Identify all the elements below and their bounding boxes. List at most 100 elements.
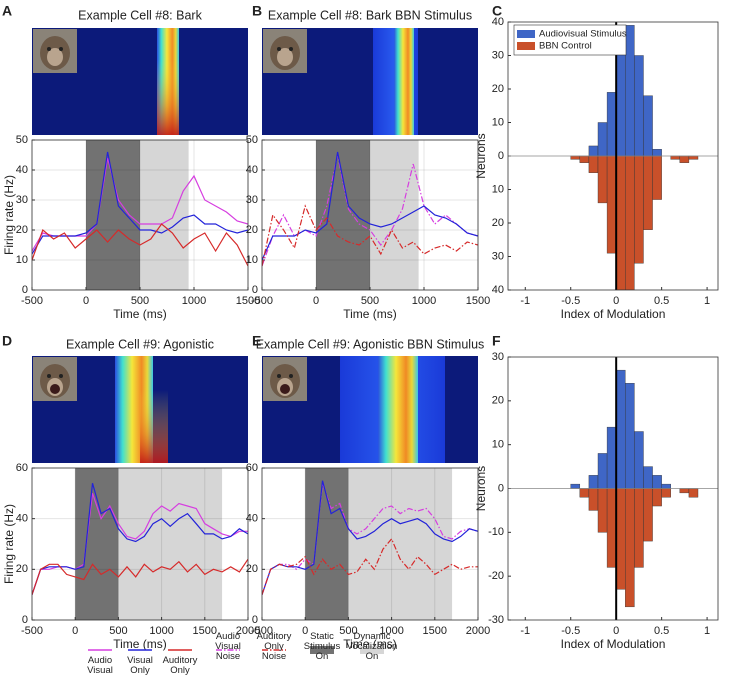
histogram-bar xyxy=(688,488,699,498)
chart: F -30 -20 -10 0 10 20 30 -1 -0.5 0 0.5 1 Index of Mod… xyxy=(474,333,719,651)
y-axis-label: Firing rate (Hz) xyxy=(2,175,16,255)
legend-swatch xyxy=(517,30,535,38)
legend-label: Static Stimulus On xyxy=(304,631,341,662)
histogram-bar xyxy=(615,488,626,590)
legend-label: Audio Visual xyxy=(87,655,113,676)
x-tick-label: 500 xyxy=(361,295,379,307)
y-tick-label: 0 xyxy=(498,482,504,494)
panel-letter: A xyxy=(2,3,12,19)
x-tick-label: 0.5 xyxy=(654,625,669,637)
x-tick-label: 0 xyxy=(313,295,319,307)
histogram-bar xyxy=(606,426,617,489)
histogram-bar xyxy=(570,483,581,489)
x-tick-label: 0 xyxy=(613,295,619,307)
histogram-bar xyxy=(643,488,653,542)
legend-patch xyxy=(360,646,384,654)
histogram-bar xyxy=(606,488,617,568)
histogram-bar xyxy=(588,475,599,489)
series-line xyxy=(32,558,248,595)
x-axis-label: Time (ms) xyxy=(113,307,167,321)
legend-label: Audio Visual Noise xyxy=(215,631,241,662)
y-tick-label: 20 xyxy=(16,224,28,236)
spectrograms xyxy=(32,28,478,463)
histogram-bar xyxy=(679,155,690,163)
monkey-photo xyxy=(33,357,77,401)
x-tick-label: -500 xyxy=(21,625,43,637)
histogram-bar xyxy=(643,155,653,230)
histogram-bar xyxy=(661,483,671,489)
y-tick-label: 30 xyxy=(492,49,504,61)
histogram-bar xyxy=(588,155,599,173)
x-tick-label: 1500 xyxy=(423,625,447,637)
stimulus-shading xyxy=(305,468,349,620)
y-tick-label: 60 xyxy=(246,462,258,474)
histogram-bar xyxy=(652,475,662,489)
x-tick-label: -500 xyxy=(251,295,273,307)
y-tick-label: 40 xyxy=(492,16,504,28)
y-tick-label: 20 xyxy=(492,217,504,229)
spectrogram-band xyxy=(140,390,168,463)
y-tick-label: 30 xyxy=(492,250,504,262)
histogram-bar xyxy=(588,145,599,157)
monkey-photos xyxy=(33,29,307,401)
x-axis-label: Index of Modulation xyxy=(561,307,666,321)
y-tick-label: 30 xyxy=(246,194,258,206)
plot-frame xyxy=(261,467,479,621)
y-axis-label: Neurons xyxy=(474,466,488,511)
y-tick-label: -10 xyxy=(488,526,504,538)
legend-label: Auditory Only xyxy=(163,655,198,676)
x-tick-label: 0 xyxy=(72,625,78,637)
histogram-bar xyxy=(606,92,617,157)
y-tick-label: 20 xyxy=(492,395,504,407)
histogram-bar xyxy=(606,155,617,254)
panel-letter: C xyxy=(492,3,502,19)
y-axis-label: Firing rate (Hz) xyxy=(2,504,16,584)
histogram-bar xyxy=(634,488,644,568)
legend: Audio Visual Visual Only Auditory Only Audio Vi… xyxy=(87,631,397,676)
y-tick-label: 50 xyxy=(246,134,258,146)
stimulus-shading xyxy=(316,140,370,290)
x-tick-label: -1 xyxy=(520,625,530,637)
legend-label: BBN Control xyxy=(539,41,592,52)
histogram-bar xyxy=(579,155,590,163)
x-tick-label: 0 xyxy=(302,625,308,637)
x-tick-label: 500 xyxy=(109,625,127,637)
y-tick-label: 20 xyxy=(492,83,504,95)
x-tick-label: 2000 xyxy=(466,625,490,637)
legend-label: Dynamic Vocalization On xyxy=(347,631,398,662)
panel-letter: E xyxy=(252,333,261,349)
histogram-bar xyxy=(597,488,608,533)
y-tick-label: 10 xyxy=(492,116,504,128)
y-tick-label: -20 xyxy=(488,570,504,582)
histogram-bar xyxy=(615,369,626,489)
panel-letter: F xyxy=(492,333,501,349)
y-tick-label: 0 xyxy=(498,150,504,162)
chart-title: Example Cell #8: Bark xyxy=(78,8,202,22)
stimulus-shading xyxy=(75,468,119,620)
plot-frame xyxy=(31,139,249,291)
y-tick-label: 40 xyxy=(16,164,28,176)
histogram-bar xyxy=(634,55,644,157)
histogram-bar xyxy=(597,453,608,489)
series-line xyxy=(262,537,478,595)
series-line xyxy=(32,483,248,595)
stimulus-shading xyxy=(348,468,453,620)
y-tick-label: 40 xyxy=(16,513,28,525)
y-tick-label: 40 xyxy=(246,513,258,525)
x-tick-label: 1000 xyxy=(149,625,173,637)
y-tick-label: 50 xyxy=(16,134,28,146)
histogram-bar xyxy=(597,155,608,204)
x-tick-label: -0.5 xyxy=(561,625,580,637)
histogram-bar xyxy=(634,431,644,489)
y-tick-label: 10 xyxy=(492,183,504,195)
x-tick-label: 500 xyxy=(131,295,149,307)
histogram-bar xyxy=(570,155,581,160)
x-tick-label: 1000 xyxy=(379,625,403,637)
x-tick-label: 0.5 xyxy=(654,295,669,307)
stimulus-shading xyxy=(118,468,223,620)
chart-title: Example Cell #9: Agonistic xyxy=(66,337,214,351)
histogram-bar xyxy=(625,25,635,157)
